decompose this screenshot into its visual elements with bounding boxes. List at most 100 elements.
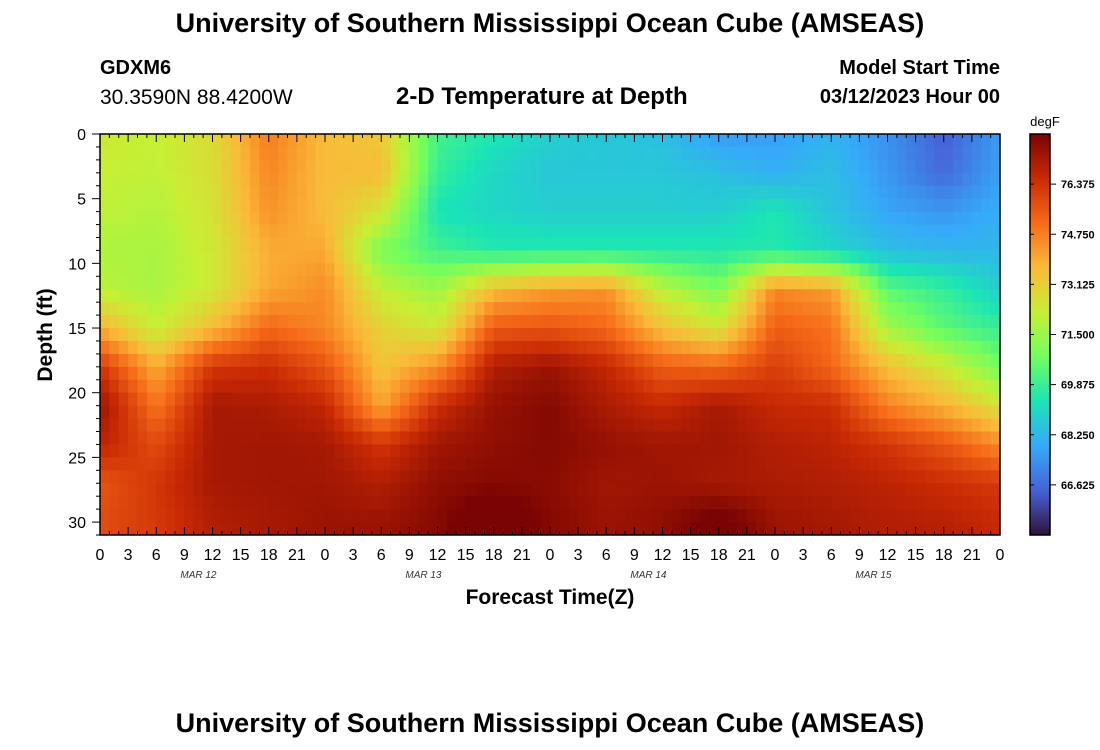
heat-cell: [662, 509, 673, 523]
heat-cell: [503, 483, 514, 497]
heat-cell: [934, 224, 945, 239]
heat-cell: [925, 289, 935, 303]
heat-cell: [803, 328, 814, 342]
heat-cell: [503, 509, 514, 523]
heat-cell: [193, 392, 204, 407]
heat-cell: [971, 211, 982, 226]
heat-cell: [784, 146, 795, 161]
heat-cell: [840, 134, 851, 148]
heat-cell: [878, 379, 889, 394]
heat-cell: [409, 224, 420, 239]
heat-cell: [775, 185, 785, 200]
heat-cell: [156, 457, 167, 471]
heat-cell: [728, 353, 739, 368]
heat-cell: [334, 444, 345, 458]
heat-cell: [156, 328, 167, 342]
heat-cell: [625, 315, 635, 329]
heat-cell: [156, 496, 167, 510]
heat-cell: [728, 392, 739, 407]
heat-cell: [212, 431, 223, 446]
heat-cell: [250, 366, 260, 381]
heat-cell: [428, 315, 439, 329]
heat-cell: [690, 470, 701, 484]
heat-cell: [559, 405, 570, 420]
heat-cell: [146, 237, 157, 252]
heat-cell: [953, 134, 964, 148]
heat-cell: [756, 340, 767, 355]
heat-cell: [700, 224, 710, 239]
heat-cell: [371, 289, 382, 303]
heat-cell: [437, 470, 448, 484]
heat-cell: [156, 509, 167, 523]
y-tick-label: 5: [77, 192, 86, 209]
heat-cell: [681, 340, 692, 355]
heat-cell: [409, 483, 420, 497]
model-start-value: 03/12/2023 Hour 00: [819, 86, 1000, 108]
heat-cell: [821, 340, 832, 355]
heat-cell: [165, 289, 176, 303]
heat-cell: [287, 353, 298, 368]
heat-cell: [559, 315, 570, 329]
heat-cell: [465, 263, 476, 277]
heat-cell: [578, 159, 589, 174]
heat-cell: [325, 250, 335, 264]
heat-cell: [634, 276, 645, 290]
heat-cell: [362, 328, 373, 342]
heat-cell: [296, 366, 307, 381]
heat-cell: [100, 340, 110, 355]
heat-cell: [287, 146, 298, 161]
heat-cell: [212, 315, 223, 329]
heat-cell: [418, 444, 429, 458]
heat-cell: [371, 237, 382, 252]
heat-cell: [765, 302, 776, 316]
heat-cell: [278, 289, 289, 303]
heat-cell: [803, 185, 814, 200]
heat-cell: [793, 431, 804, 446]
heat-cell: [896, 159, 907, 174]
heat-cell: [109, 366, 120, 381]
heat-cell: [700, 276, 710, 290]
heat-cell: [625, 353, 635, 368]
heat-cell: [428, 302, 439, 316]
heat-cell: [343, 263, 354, 277]
heat-cell: [156, 470, 167, 484]
heat-cell: [306, 509, 317, 523]
heat-cell: [550, 470, 560, 484]
heat-cell: [118, 522, 129, 535]
heat-cell: [971, 496, 982, 510]
heat-cell: [128, 353, 139, 368]
heat-cell: [287, 224, 298, 239]
heat-cell: [578, 172, 589, 187]
heat-cell: [409, 405, 420, 420]
heat-cell: [212, 328, 223, 342]
heat-cell: [343, 353, 354, 368]
heat-cell: [231, 289, 242, 303]
heat-cell: [728, 172, 739, 187]
heat-cell: [793, 185, 804, 200]
heat-cell: [793, 392, 804, 407]
heat-cell: [259, 198, 270, 213]
heat-cell: [915, 263, 926, 277]
heat-cell: [606, 146, 617, 161]
heat-cell: [268, 392, 279, 407]
heat-cell: [409, 315, 420, 329]
heat-cell: [915, 483, 926, 497]
heat-cell: [681, 366, 692, 381]
heat-cell: [484, 366, 495, 381]
y-tick-label: 15: [68, 321, 86, 338]
heat-cell: [465, 146, 476, 161]
heat-cell: [784, 250, 795, 264]
heat-cell: [746, 483, 757, 497]
heat-cell: [371, 315, 382, 329]
heat-cell: [587, 302, 598, 316]
heat-cell: [212, 172, 223, 187]
heat-cell: [325, 392, 335, 407]
heat-cell: [493, 185, 504, 200]
heat-cell: [315, 198, 326, 213]
heat-cell: [709, 224, 720, 239]
heat-cell: [831, 353, 842, 368]
heat-cell: [296, 418, 307, 433]
heat-cell: [165, 328, 176, 342]
heat-cell: [268, 185, 279, 200]
heat-cell: [306, 418, 317, 433]
